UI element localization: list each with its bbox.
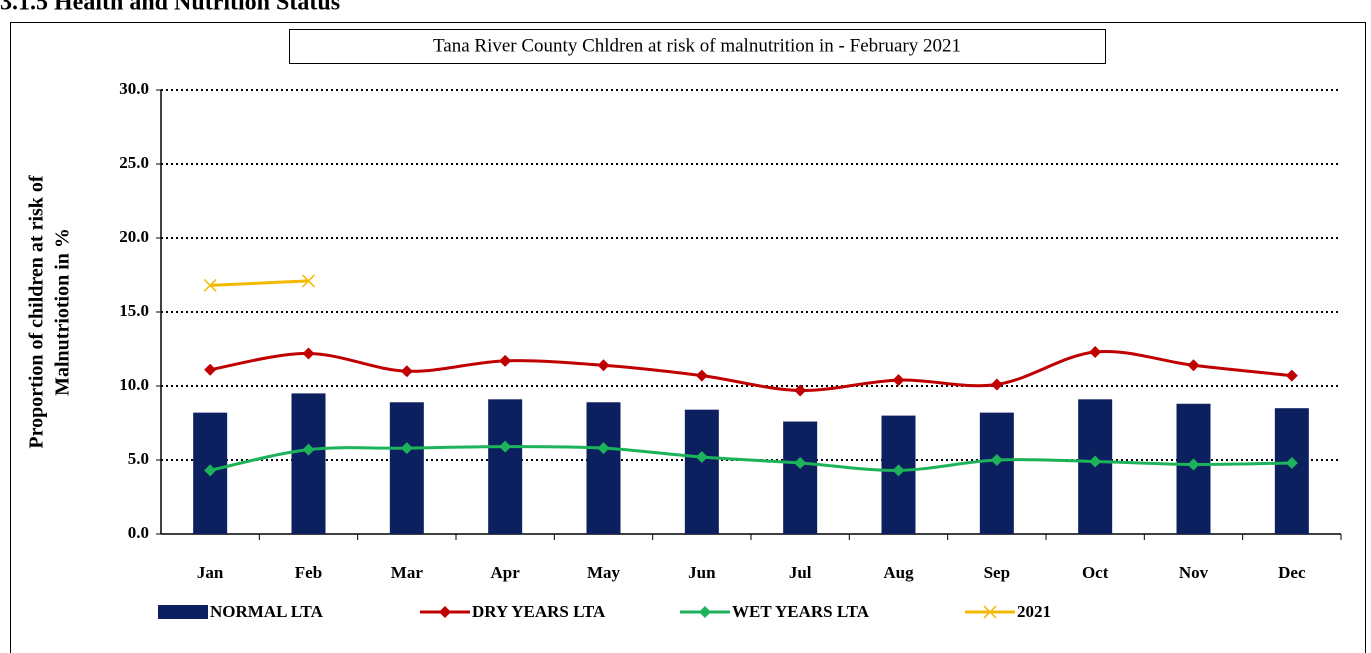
line-marker bbox=[990, 454, 1003, 466]
legend-label: WET YEARS LTA bbox=[732, 602, 870, 621]
y-tick-label: 30.0 bbox=[119, 79, 149, 98]
line-marker bbox=[400, 442, 413, 455]
line-marker bbox=[794, 456, 807, 469]
x-tick-label: Mar bbox=[391, 563, 424, 582]
y-axis-label: Proportion of children at risk of bbox=[26, 175, 48, 448]
y-axis-label: Malnutriotion in % bbox=[52, 228, 74, 396]
line-marker bbox=[1089, 345, 1102, 358]
line-marker bbox=[400, 365, 413, 378]
line-series bbox=[209, 445, 1292, 472]
x-tick-label: Apr bbox=[491, 563, 521, 582]
y-tick-label: 5.0 bbox=[128, 449, 149, 468]
line-marker bbox=[597, 359, 610, 372]
line-marker bbox=[203, 278, 217, 292]
line-series bbox=[210, 279, 309, 287]
bar bbox=[979, 412, 1014, 534]
line-marker bbox=[1285, 369, 1298, 382]
bar bbox=[1274, 408, 1309, 534]
line-marker bbox=[499, 440, 512, 453]
section-heading: 3.1.5 Health and Nutrition Status bbox=[0, 0, 340, 16]
line-marker bbox=[302, 443, 315, 456]
line-marker bbox=[695, 369, 708, 382]
legend-label: NORMAL LTA bbox=[210, 602, 324, 621]
x-tick-label: Oct bbox=[1082, 563, 1109, 582]
line-marker bbox=[301, 274, 316, 288]
y-tick-label: 25.0 bbox=[119, 153, 149, 172]
line-marker bbox=[794, 384, 807, 397]
bar bbox=[389, 402, 424, 534]
y-tick-label: 15.0 bbox=[119, 301, 149, 320]
chart-frame bbox=[10, 22, 1366, 653]
bar bbox=[783, 421, 818, 534]
line-marker bbox=[1089, 455, 1102, 468]
x-tick-label: Jun bbox=[688, 563, 716, 582]
y-tick-label: 0.0 bbox=[128, 523, 149, 542]
line-marker bbox=[892, 374, 905, 387]
x-tick-label: Sep bbox=[984, 563, 1010, 582]
x-tick-label: Feb bbox=[295, 563, 322, 582]
legend-label: DRY YEARS LTA bbox=[472, 602, 606, 621]
legend-marker bbox=[439, 606, 451, 618]
legend-marker bbox=[699, 606, 711, 618]
legend-swatch bbox=[158, 605, 208, 619]
x-tick-label: May bbox=[587, 563, 621, 582]
y-tick-label: 10.0 bbox=[119, 375, 149, 394]
bar bbox=[586, 402, 621, 534]
bar bbox=[291, 393, 326, 534]
line-marker bbox=[892, 464, 905, 477]
bar bbox=[488, 399, 523, 534]
line-marker bbox=[990, 378, 1003, 391]
line-marker bbox=[302, 347, 315, 360]
line-marker bbox=[1187, 458, 1200, 471]
line-marker bbox=[1187, 359, 1200, 372]
x-tick-label: Jan bbox=[197, 563, 224, 582]
bar bbox=[684, 409, 719, 534]
line-marker bbox=[204, 363, 217, 376]
line-marker bbox=[695, 451, 708, 464]
line-marker bbox=[499, 354, 512, 367]
line-marker bbox=[204, 464, 217, 477]
x-tick-label: Dec bbox=[1278, 563, 1306, 582]
line-marker bbox=[597, 442, 610, 455]
title-box bbox=[289, 29, 1106, 64]
legend-marker bbox=[983, 605, 997, 619]
line-marker bbox=[1285, 456, 1298, 469]
line-series bbox=[209, 349, 1292, 392]
chart-title: Tana River County Chldren at risk of mal… bbox=[433, 35, 961, 56]
x-tick-label: Nov bbox=[1179, 563, 1209, 582]
x-tick-label: Jul bbox=[789, 563, 812, 582]
legend-label: 2021 bbox=[1017, 602, 1051, 621]
y-tick-label: 20.0 bbox=[119, 227, 149, 246]
x-tick-label: Aug bbox=[883, 563, 914, 582]
